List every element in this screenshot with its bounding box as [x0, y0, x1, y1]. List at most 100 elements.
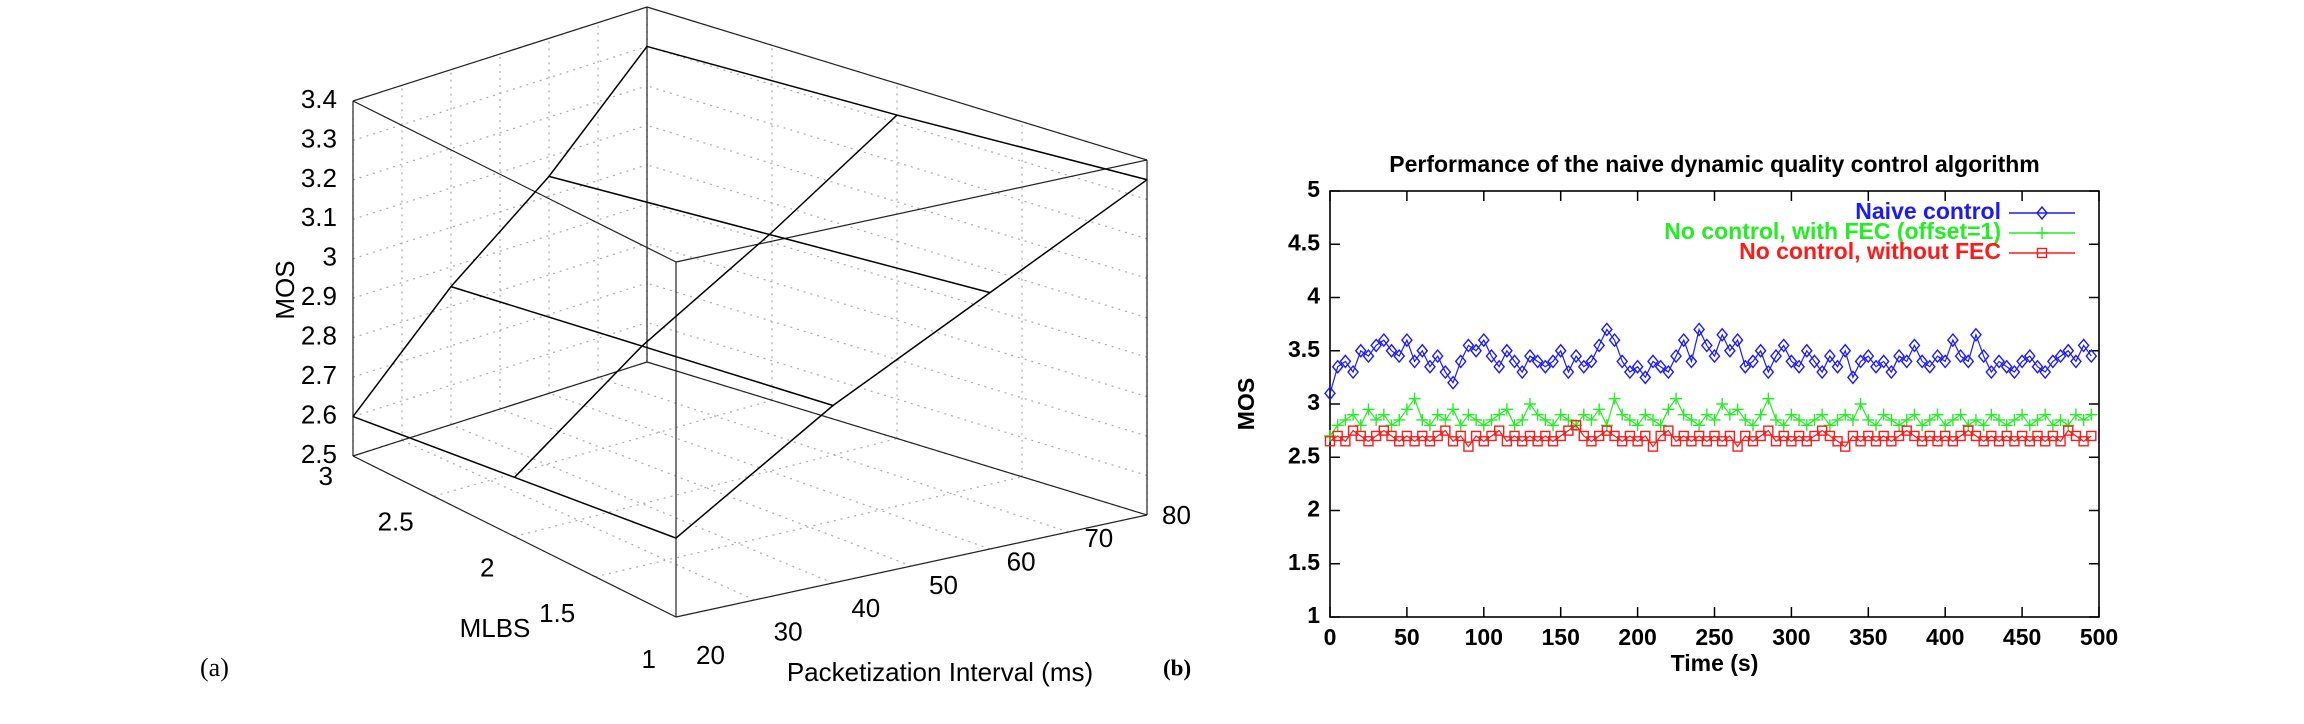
- marker: [1570, 420, 1582, 431]
- marker: [1331, 359, 1344, 374]
- x-tick-label: 80: [1162, 500, 1191, 530]
- line-panel: 11.522.533.544.550 50 100 150 200 250 300 350 40…: [1163, 151, 2118, 680]
- marker: [1916, 354, 1929, 369]
- z-grid-line: [352, 243, 648, 339]
- box-edge: [352, 361, 648, 457]
- y-tick-label: 2: [480, 552, 494, 582]
- marker: [1946, 413, 1959, 426]
- marker: [1623, 364, 1636, 380]
- z-axis-label: MOS: [270, 260, 300, 319]
- marker: [1923, 413, 1936, 426]
- marker: [1593, 403, 1606, 416]
- marker: [1678, 430, 1689, 442]
- marker: [2032, 430, 2043, 442]
- marker: [2070, 430, 2082, 442]
- y-tick-label: 4: [1307, 283, 1320, 309]
- marker: [1362, 348, 1375, 364]
- marker: [1432, 430, 1443, 442]
- x-grid-line: [401, 439, 755, 601]
- x-tick-label: 300: [1772, 624, 1810, 650]
- marker: [2001, 430, 2012, 442]
- marker: [1832, 436, 1843, 447]
- marker: [1870, 359, 1882, 374]
- marker: [1485, 348, 1498, 364]
- marker: [1993, 354, 2005, 369]
- marker: [2062, 419, 2075, 432]
- marker: [1416, 413, 1429, 426]
- z-grid-line: [646, 203, 1148, 358]
- marker: [2054, 348, 2067, 364]
- marker: [1793, 430, 1805, 442]
- box-edge: [352, 6, 648, 102]
- marker: [2016, 408, 2029, 421]
- y-tick-label: 3.5: [1288, 336, 1320, 362]
- marker: [1986, 430, 1997, 442]
- marker: [1700, 408, 1713, 421]
- x-tick-label: 450: [2003, 624, 2041, 650]
- marker: [1562, 364, 1575, 380]
- surface-line: [352, 45, 648, 418]
- marker: [1640, 430, 1651, 442]
- marker: [1470, 343, 1483, 358]
- marker: [1370, 338, 1383, 353]
- marker: [1754, 408, 1767, 421]
- marker: [2036, 227, 2048, 239]
- marker: [1732, 441, 1743, 452]
- marker: [1954, 408, 1967, 421]
- marker: [1377, 408, 1390, 421]
- marker: [1685, 413, 1698, 426]
- marker: [1785, 354, 1798, 369]
- series-line: [1329, 396, 2092, 437]
- marker: [1947, 436, 1959, 447]
- marker: [1854, 398, 1867, 410]
- marker: [1609, 430, 1620, 442]
- marker: [1885, 413, 1898, 426]
- marker: [1823, 348, 1836, 364]
- marker: [1655, 430, 1666, 442]
- marker: [1600, 419, 1613, 432]
- marker: [1324, 436, 1336, 447]
- y-axis-label: MLBS: [460, 613, 531, 643]
- y-tick-label: 1: [1307, 602, 1320, 628]
- marker: [1362, 403, 1375, 416]
- marker: [1547, 419, 1560, 432]
- marker: [1424, 436, 1436, 447]
- marker: [1578, 430, 1589, 442]
- marker: [1563, 425, 1574, 436]
- marker: [1639, 408, 1652, 421]
- marker: [1347, 364, 1359, 380]
- surface-line: [646, 45, 1148, 181]
- marker: [1739, 413, 1752, 426]
- z-grid-line: [646, 164, 1148, 319]
- marker: [1900, 354, 1913, 369]
- marker: [1554, 343, 1567, 358]
- x-tick-label: 40: [851, 593, 880, 623]
- marker: [1900, 413, 1913, 426]
- legend-label: Naive control: [1855, 198, 2001, 224]
- z-grid-line: [352, 203, 648, 299]
- marker: [1577, 408, 1590, 421]
- y-tick-label: 5: [1307, 176, 1320, 202]
- marker: [2077, 338, 2090, 353]
- marker: [1893, 419, 1906, 432]
- marker: [1877, 354, 1890, 369]
- marker: [1646, 413, 1659, 426]
- marker: [1531, 354, 1544, 369]
- marker: [1808, 354, 1821, 369]
- marker: [1585, 354, 1598, 369]
- marker: [1800, 343, 1813, 358]
- x-tick-label: 100: [1465, 624, 1503, 650]
- x-tick-label: 200: [1618, 624, 1656, 650]
- marker: [1708, 413, 1721, 426]
- marker: [1931, 348, 1944, 364]
- marker: [1593, 430, 1605, 442]
- marker: [1962, 419, 1975, 432]
- marker: [1755, 430, 1766, 442]
- marker: [1708, 348, 1721, 364]
- marker: [1555, 430, 1566, 442]
- marker: [1954, 348, 1967, 364]
- marker: [1716, 327, 1729, 342]
- x-tick-label: 350: [1849, 624, 1887, 650]
- marker: [1616, 354, 1629, 369]
- marker: [1601, 425, 1613, 436]
